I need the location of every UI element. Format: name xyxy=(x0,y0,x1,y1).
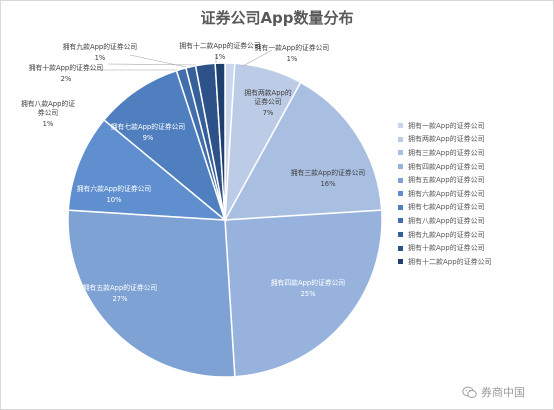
leader-line-1 xyxy=(242,49,273,67)
slice-label-2: 拥有两款App的证券公司 7% xyxy=(244,88,291,117)
pie-slice-7 xyxy=(102,69,227,223)
leader-line-9 xyxy=(129,54,187,68)
slice-label-11: 拥有十二款App的证券公司 1% xyxy=(179,41,260,61)
pie-slice-4 xyxy=(224,209,383,378)
pie-slice-11 xyxy=(214,62,226,221)
watermark-text: 券商中国 xyxy=(481,386,525,399)
legend-swatch xyxy=(398,150,403,156)
pie-slice-5 xyxy=(67,209,236,378)
legend-swatch xyxy=(398,204,403,210)
slice-label-5: 拥有五款App的证券公司 27% xyxy=(83,283,158,303)
slice-label-9: 拥有九款App的证券公司 1% xyxy=(63,42,138,62)
slice-value-8: 1% xyxy=(43,120,54,128)
legend-swatch xyxy=(398,136,403,142)
wechat-icon xyxy=(462,386,477,398)
slice-value-9: 1% xyxy=(95,54,106,62)
legend-swatch xyxy=(398,177,403,183)
slice-value-2: 7% xyxy=(263,109,274,117)
legend-label: 拥有三款App的证券公司 xyxy=(408,148,485,157)
legend-item-8: 拥有八款App的证券公司 xyxy=(398,214,492,228)
legend-item-6: 拥有六款App的证券公司 xyxy=(398,187,492,201)
slice-value-3: 16% xyxy=(320,180,336,188)
slice-value-4: 25% xyxy=(300,290,316,298)
chart-legend: 拥有一款App的证券公司 拥有两款App的证券公司 拥有三款App的证券公司 拥有四款… xyxy=(398,119,492,269)
chart-title: 证券公司App数量分布 xyxy=(200,9,354,27)
slice-label-7: 拥有七款App的证券公司 9% xyxy=(111,122,186,142)
slice-label-8: 拥有八款App的证券公司 1% xyxy=(21,99,75,128)
watermark: 券商中国 xyxy=(462,384,525,400)
slice-value-5: 27% xyxy=(112,295,128,303)
pie-slice-6 xyxy=(67,118,228,221)
legend-swatch xyxy=(398,123,403,129)
slice-label-4: 拥有四款App的证券公司 25% xyxy=(271,278,346,298)
legend-label: 拥有五款App的证券公司 xyxy=(408,176,485,185)
legend-item-3: 拥有三款App的证券公司 xyxy=(398,146,492,160)
slice-label-10: 拥有十款App的证券公司 2% xyxy=(29,63,104,83)
slice-label-6: 拥有六款App的证券公司 10% xyxy=(77,184,152,204)
legend-label: 拥有七款App的证券公司 xyxy=(408,203,485,212)
legend-label: 拥有四款App的证券公司 xyxy=(408,162,485,171)
slice-label-3: 拥有三款App的证券公司 16% xyxy=(291,168,366,188)
legend-swatch xyxy=(398,245,403,251)
legend-swatch xyxy=(398,259,403,265)
legend-label: 拥有一款App的证券公司 xyxy=(408,121,485,130)
legend-item-9: 拥有九款App的证券公司 xyxy=(398,228,492,242)
legend-swatch xyxy=(398,191,403,197)
legend-label: 拥有八款App的证券公司 xyxy=(408,216,485,225)
legend-label: 拥有六款App的证券公司 xyxy=(408,189,485,198)
slice-value-7: 9% xyxy=(143,134,154,142)
legend-label: 拥有十款App的证券公司 xyxy=(408,244,485,253)
legend-label: 拥有九款App的证券公司 xyxy=(408,230,485,239)
legend-label: 拥有两款App的证券公司 xyxy=(408,135,485,144)
legend-item-1: 拥有一款App的证券公司 xyxy=(398,119,492,133)
legend-item-2: 拥有两款App的证券公司 xyxy=(398,133,492,147)
legend-swatch xyxy=(398,164,403,170)
legend-item-4: 拥有四款App的证券公司 xyxy=(398,160,492,174)
legend-item-7: 拥有七款App的证券公司 xyxy=(398,201,492,215)
legend-item-5: 拥有五款App的证券公司 xyxy=(398,173,492,187)
legend-label: 拥有十二款App的证券公司 xyxy=(408,257,492,266)
slice-value-6: 10% xyxy=(106,196,122,204)
legend-item-10: 拥有十款App的证券公司 xyxy=(398,241,492,255)
slice-value-10: 2% xyxy=(61,75,72,83)
legend-swatch xyxy=(398,232,403,238)
slice-label-1: 拥有一款App的证券公司 1% xyxy=(255,43,330,63)
legend-swatch xyxy=(398,218,403,224)
slice-value-1: 1% xyxy=(287,55,298,63)
legend-item-11: 拥有十二款App的证券公司 xyxy=(398,255,492,269)
leader-line-10 xyxy=(107,63,197,66)
slice-value-11: 1% xyxy=(215,53,226,61)
pie-slice-3 xyxy=(223,81,383,221)
